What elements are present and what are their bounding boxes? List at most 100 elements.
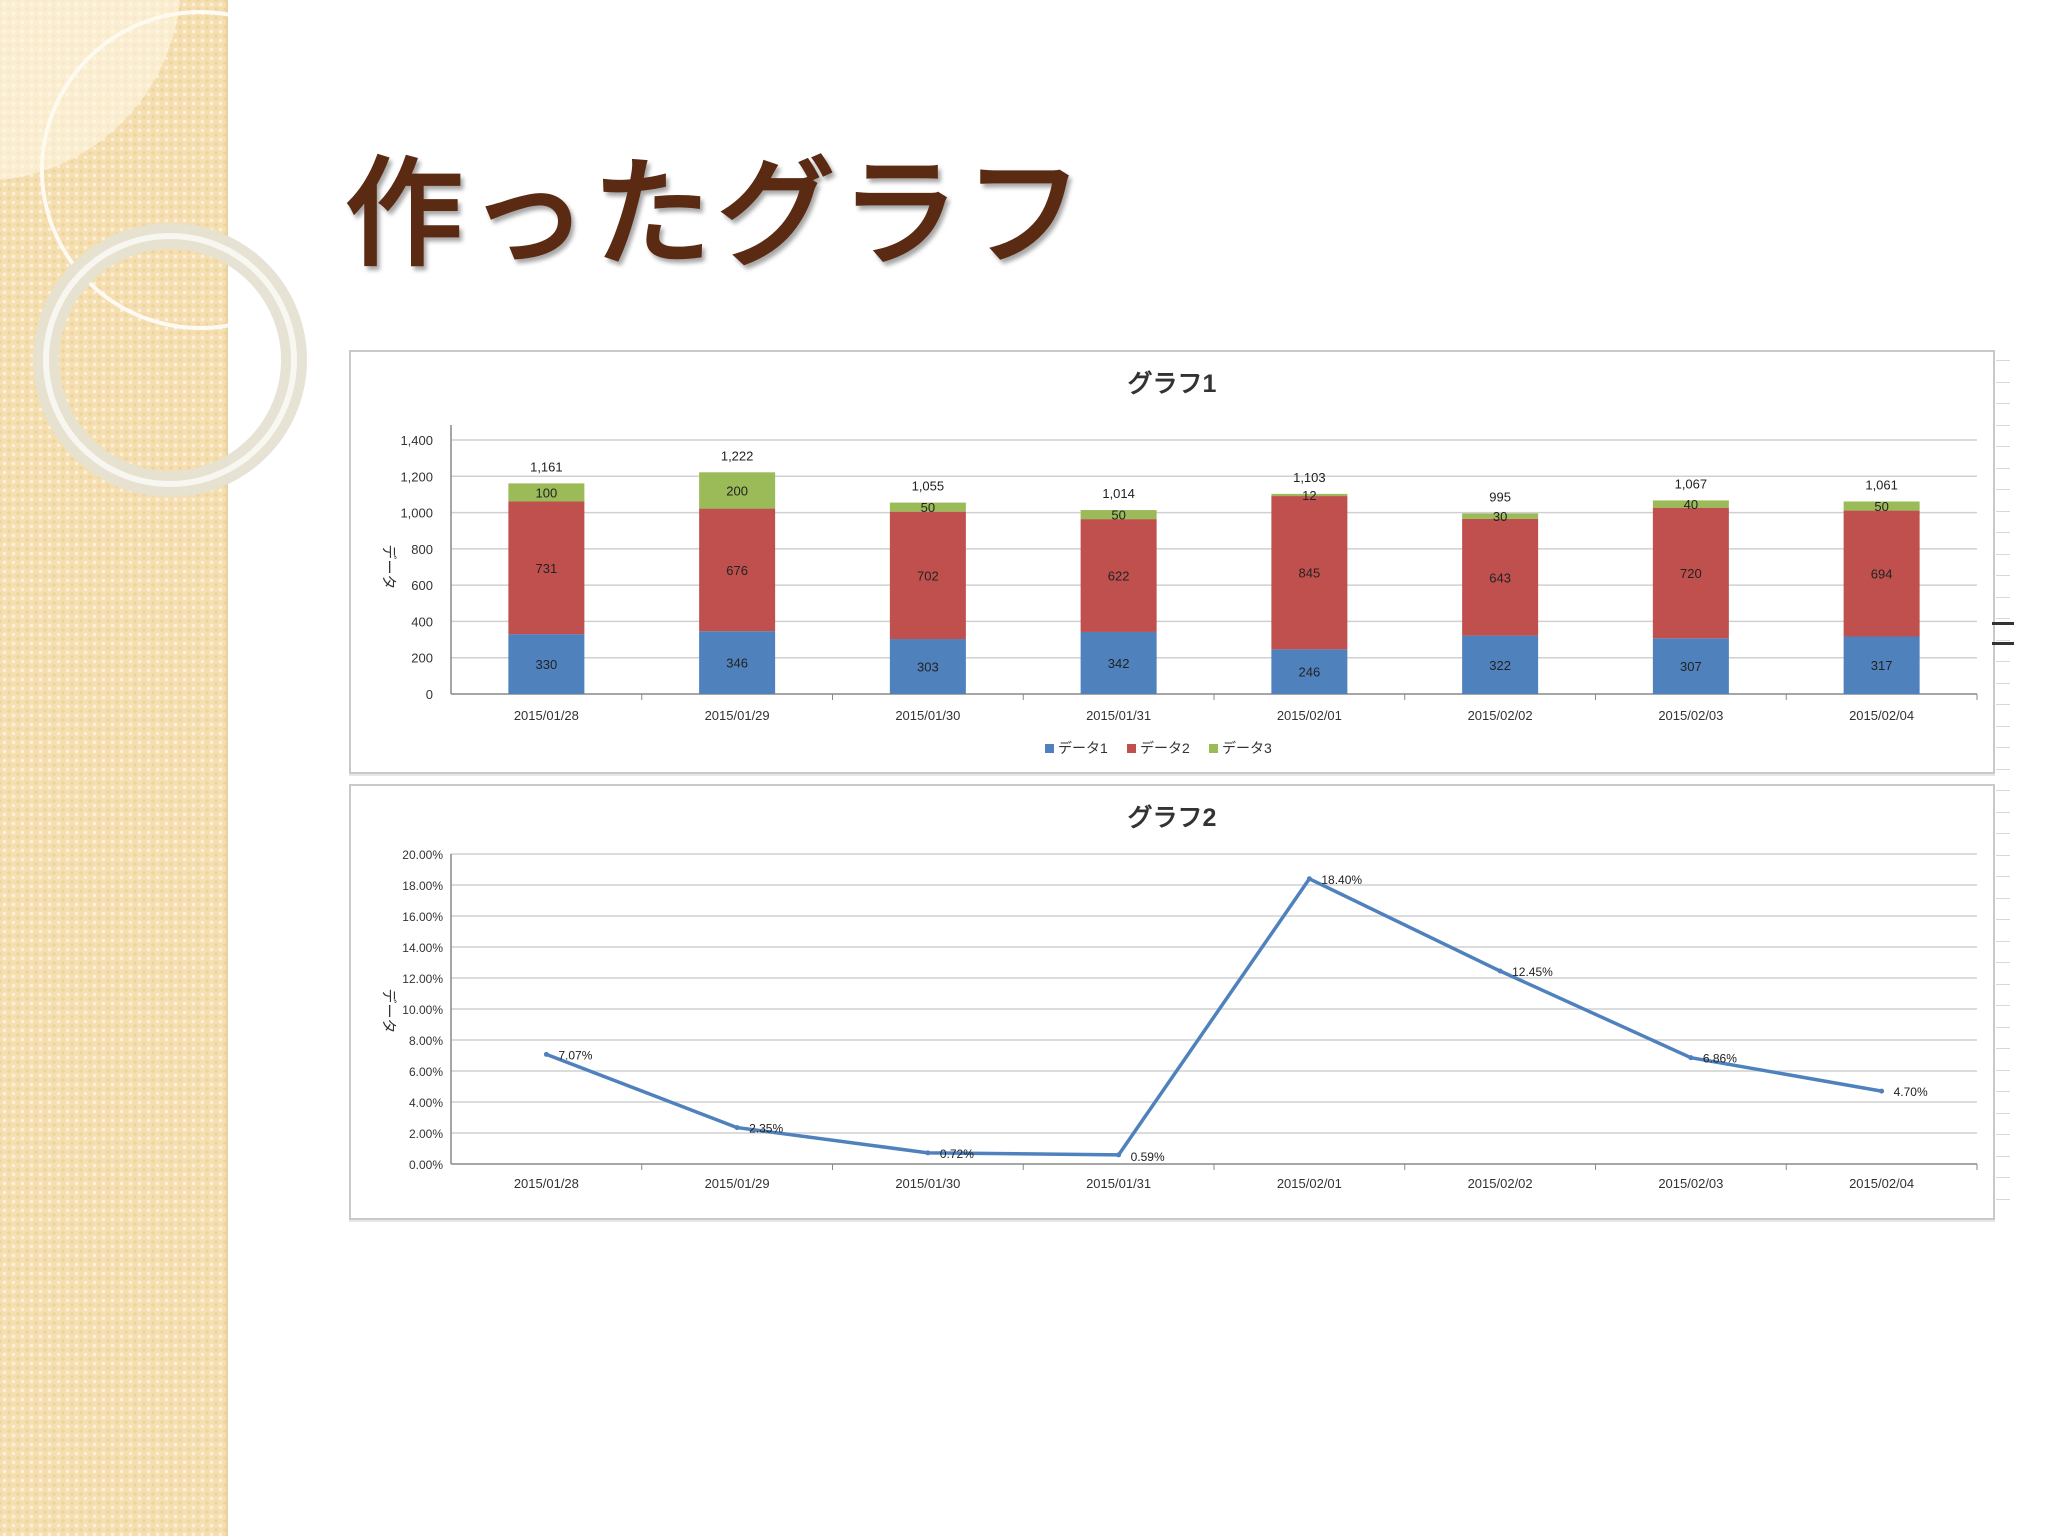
data-label: 676 (726, 563, 748, 578)
series-line (545, 877, 1882, 1157)
chart-panel-2: グラフ2 データ 0.00% 2.00% 4.00% 6.00% 8.00% 10.00% 12… (349, 784, 1995, 1220)
y-tick-label: 1,200 (400, 469, 433, 484)
x-tick-label: 2015/02/01 (1277, 708, 1342, 723)
y-tick-label: 20.00% (402, 848, 443, 862)
x-tick-label: 2015/01/28 (514, 1176, 579, 1191)
slide-title: 作ったグラフ (345, 144, 1090, 283)
edge-tick (1996, 897, 2010, 899)
legend-label: データ2 (1140, 740, 1190, 756)
total-label: 1,014 (1102, 486, 1135, 501)
x-tick-label: 2015/02/03 (1658, 1176, 1723, 1191)
data-label: 0.72% (940, 1147, 974, 1161)
x-tick-label: 2015/02/02 (1468, 708, 1533, 723)
y-tick-label: 12.00% (402, 972, 443, 986)
y-tick-label: 8.00% (409, 1034, 443, 1048)
decorative-rings (0, 0, 360, 497)
edge-tick (1996, 854, 2010, 856)
edge-tick (1996, 1112, 2010, 1114)
bar-segment (1843, 510, 1920, 637)
y-tick-label: 600 (411, 578, 433, 593)
edge-tick (1996, 639, 2010, 641)
bar-segment (699, 472, 776, 509)
y-tick-label: 14.00% (402, 941, 443, 955)
bar-segment (699, 508, 776, 632)
edge-tick (1996, 424, 2010, 426)
x-tick-label: 2015/02/03 (1658, 708, 1723, 723)
data-label: 322 (1489, 658, 1511, 673)
edge-tick (1996, 1091, 2010, 1092)
bar-segment (1462, 513, 1539, 519)
bar-segment (1652, 638, 1729, 694)
edge-tick (1996, 446, 2010, 447)
data-label: 7.07% (558, 1048, 592, 1062)
bar-segment (508, 634, 585, 694)
bar-segment (889, 639, 966, 694)
edge-tick (1996, 618, 2010, 619)
y-tick-label: 18.00% (402, 879, 443, 893)
chart-1-svg: グラフ1 データ 0 200 400 600 800 1,000 1,200 1,400 330 73… (380, 370, 1978, 756)
edge-tick (1996, 1198, 2010, 1200)
bar-segment (1462, 518, 1539, 636)
y-tick-label: 0.00% (409, 1158, 443, 1172)
data-point (1306, 876, 1312, 882)
data-label: 100 (536, 485, 558, 500)
legend-swatch (1045, 744, 1054, 753)
edge-tick (1996, 747, 2010, 748)
bracket-mark (1992, 642, 2014, 645)
edge-tick (1996, 682, 2010, 684)
data-label: 50 (1111, 508, 1125, 523)
data-label: 246 (1299, 665, 1321, 680)
data-label: 622 (1108, 569, 1130, 584)
edge-tick (1996, 940, 2010, 942)
legend-label: データ3 (1222, 740, 1272, 756)
x-tick-label: 2015/02/04 (1849, 1176, 1914, 1191)
y-tick-label: 400 (411, 614, 433, 629)
edge-tick (1996, 489, 2010, 490)
data-label: 330 (536, 657, 558, 672)
bar-segment (699, 631, 776, 694)
y-tick-label: 800 (411, 542, 433, 557)
total-label: 1,161 (530, 459, 563, 474)
data-point (1116, 1152, 1122, 1158)
legend-label: データ1 (1058, 740, 1108, 756)
edge-tick (1996, 1177, 2010, 1178)
data-label: 200 (726, 483, 748, 498)
y-tick-label: 16.00% (402, 910, 443, 924)
data-point (734, 1125, 740, 1131)
edge-tick (1996, 596, 2010, 598)
y-tick-label: 0 (426, 687, 433, 702)
x-tick-label: 2015/02/01 (1277, 1176, 1342, 1191)
data-label: 0.59% (1131, 1150, 1165, 1164)
legend-swatch (1209, 744, 1218, 753)
bar-segment (889, 502, 966, 512)
total-label: 1,067 (1675, 476, 1708, 491)
y-axis-label: データ (380, 988, 398, 1033)
data-label: 4.70% (1894, 1085, 1928, 1099)
bar-segment (889, 511, 966, 640)
data-label: 317 (1871, 658, 1893, 673)
edge-tick (1996, 381, 2010, 383)
total-label: 1,103 (1293, 470, 1326, 485)
bar-segment (1271, 493, 1348, 497)
data-label: 731 (536, 561, 558, 576)
y-tick-label: 200 (411, 651, 433, 666)
edge-tick (1996, 876, 2010, 877)
data-point (543, 1051, 549, 1057)
chart-title: グラフ1 (1128, 370, 1217, 398)
edge-tick (1996, 1005, 2010, 1006)
data-label: 12.45% (1512, 965, 1553, 979)
data-label: 50 (921, 500, 935, 515)
data-label: 307 (1680, 659, 1702, 674)
bar-segment (1271, 649, 1348, 694)
edge-tick (1996, 919, 2010, 920)
bar-segment (508, 501, 585, 635)
bar-segment (1652, 500, 1729, 508)
edge-tick (1996, 1134, 2010, 1135)
edge-tick (1996, 467, 2010, 469)
total-label: 1,061 (1865, 478, 1898, 493)
edge-tick (1996, 403, 2010, 404)
y-tick-label: 1,000 (400, 506, 433, 521)
edge-tick (1996, 833, 2010, 834)
x-tick-label: 2015/01/29 (705, 708, 770, 723)
edge-tick (1996, 1048, 2010, 1049)
